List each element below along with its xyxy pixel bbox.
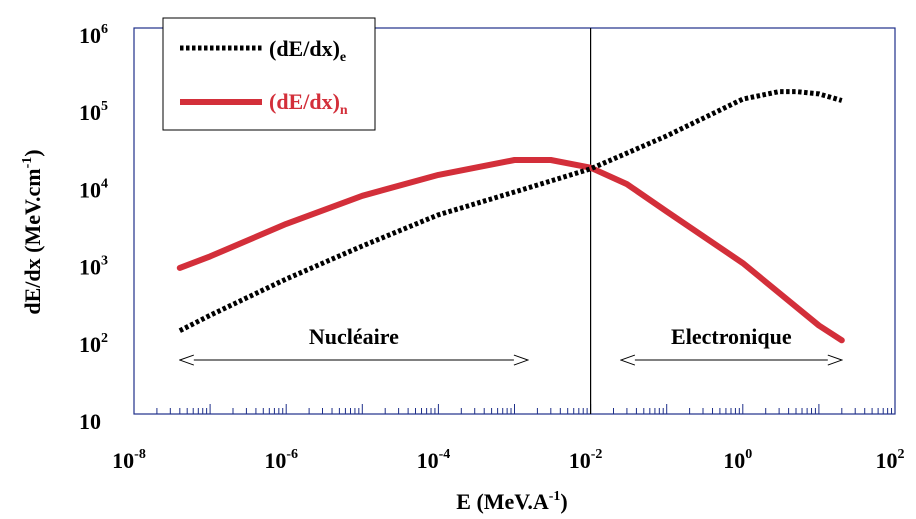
y-tick-label: 103: [79, 254, 108, 280]
x-tick-label: 10-2: [569, 447, 603, 473]
y-tick-labels: 10 102 103 104 105 106: [79, 22, 108, 434]
series-line-nuclear: [176, 157, 845, 344]
y-tick-label: 105: [79, 99, 108, 125]
y-tick-label: 106: [79, 22, 108, 48]
region-label: Electronique: [671, 324, 792, 349]
x-tick-label: 100: [723, 447, 752, 473]
minor-ticks: [133, 404, 896, 414]
legend-box: [162, 17, 376, 131]
y-tick-label: 102: [79, 331, 108, 357]
x-tick-label: 10-4: [417, 447, 451, 473]
region-label: Nucléaire: [309, 324, 399, 349]
x-tick-labels: 10-8 10-6 10-4 10-2 100 102: [112, 447, 904, 473]
x-axis-title: E (MeV.A-1): [456, 489, 567, 514]
x-tick-label: 10-6: [264, 447, 298, 473]
x-tick-label: 102: [876, 447, 905, 473]
x-tick-label: 10-8: [112, 447, 146, 473]
legend-label-nuclear: (dE/dx)n: [269, 89, 348, 118]
y-tick-label: 10: [79, 409, 101, 434]
region-annotations: Nucléaire Electronique: [180, 324, 842, 360]
legend: (dE/dx)e (dE/dx)n: [162, 17, 376, 131]
y-axis-title: dE/dx (MeV.cm-1): [20, 149, 45, 314]
y-tick-label: 104: [79, 176, 108, 202]
legend-label-electronic: (dE/dx)e: [269, 36, 346, 65]
